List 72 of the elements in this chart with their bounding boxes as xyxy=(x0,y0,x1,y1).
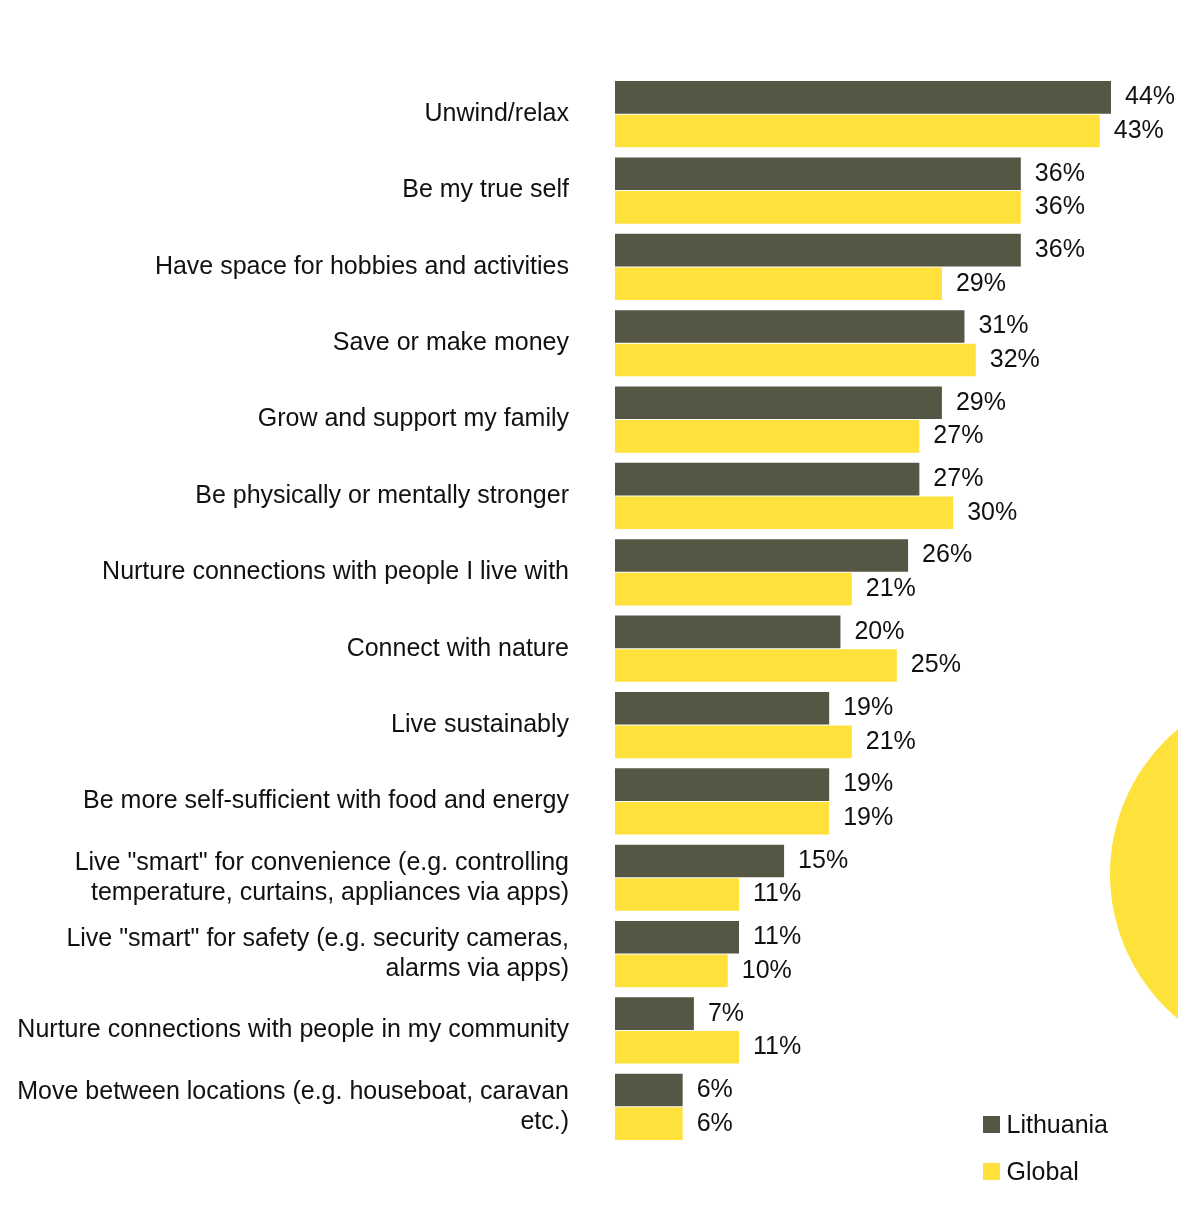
bar xyxy=(615,1107,683,1140)
data-label: 19% xyxy=(843,768,894,797)
data-label: 11% xyxy=(753,878,802,907)
bar xyxy=(615,343,976,377)
bar xyxy=(615,878,739,911)
data-label: 11% xyxy=(753,1031,802,1060)
data-label: 26% xyxy=(922,539,973,568)
data-label: 36% xyxy=(1034,157,1085,186)
y-tick-label: Be more self-sufficient with food and energy xyxy=(83,785,570,814)
y-tick-label: Have space for hobbies and activities xyxy=(154,250,569,279)
data-label: 36% xyxy=(1034,233,1085,262)
data-label: 7% xyxy=(707,997,745,1026)
data-label: 30% xyxy=(967,496,1018,525)
data-label: 21% xyxy=(865,573,916,602)
data-label: 32% xyxy=(989,343,1040,372)
bar xyxy=(615,572,852,606)
bar xyxy=(615,997,694,1030)
bar xyxy=(615,191,1021,224)
y-tick-label: Save or make money xyxy=(332,327,570,356)
bar xyxy=(615,1073,683,1107)
y-tick-label: Live sustainably xyxy=(391,708,570,737)
y-tick-label: Nurture connections with people in my community xyxy=(17,1014,570,1043)
data-label: 29% xyxy=(955,267,1006,296)
data-label: 21% xyxy=(865,725,916,754)
legend-label: Global xyxy=(1006,1157,1079,1186)
bar xyxy=(615,420,920,453)
y-tick-label: Live "smart" for convenience (e.g. controlling temperature, curtains, appliances via apps) xyxy=(74,846,569,905)
data-label: 27% xyxy=(933,463,984,492)
bar xyxy=(615,725,852,759)
y-tick-label: Connect with nature xyxy=(346,632,569,661)
data-label: 15% xyxy=(798,844,849,873)
bar xyxy=(615,921,739,954)
data-label: 6% xyxy=(696,1107,733,1136)
data-label: 20% xyxy=(854,615,905,644)
data-label: 27% xyxy=(933,420,984,449)
bar xyxy=(615,267,942,300)
bar xyxy=(615,496,954,530)
data-label: 19% xyxy=(843,692,894,721)
bar xyxy=(615,310,965,343)
legend-label: Lithuania xyxy=(1006,1110,1108,1139)
data-label: 19% xyxy=(843,802,894,831)
bar xyxy=(615,462,920,496)
bar xyxy=(615,844,785,878)
bar xyxy=(615,81,1111,114)
bar xyxy=(615,233,1021,267)
y-tick-label: Live "smart" for safety (e.g. security cameras, alarms via apps) xyxy=(66,923,569,981)
data-label: 6% xyxy=(696,1073,733,1102)
bar xyxy=(615,691,830,725)
y-tick-label: Grow and support my family xyxy=(257,403,570,432)
bar xyxy=(615,801,830,835)
bar xyxy=(615,649,897,682)
bar xyxy=(615,386,942,420)
bar xyxy=(615,539,909,572)
bar xyxy=(615,768,830,801)
data-label: 10% xyxy=(741,954,792,983)
bar xyxy=(615,157,1021,191)
data-label: 29% xyxy=(955,386,1006,415)
y-tick-label: Move between locations (e.g. houseboat, caravan etc.) xyxy=(17,1075,569,1134)
bar xyxy=(615,1030,739,1064)
data-label: 31% xyxy=(978,310,1029,339)
data-label: 11% xyxy=(753,921,802,950)
data-label: 44% xyxy=(1125,81,1176,110)
y-tick-label: Unwind/relax xyxy=(424,98,570,127)
data-label: 43% xyxy=(1113,114,1164,143)
y-tick-label: Be physically or mentally stronger xyxy=(195,479,569,508)
bar xyxy=(615,615,841,649)
y-tick-label: Nurture connections with people I live with xyxy=(102,556,569,585)
data-label: 36% xyxy=(1034,191,1085,220)
bar xyxy=(615,954,728,988)
y-tick-label: Be my true self xyxy=(402,174,570,203)
bar xyxy=(615,114,1100,148)
data-label: 25% xyxy=(910,649,961,678)
